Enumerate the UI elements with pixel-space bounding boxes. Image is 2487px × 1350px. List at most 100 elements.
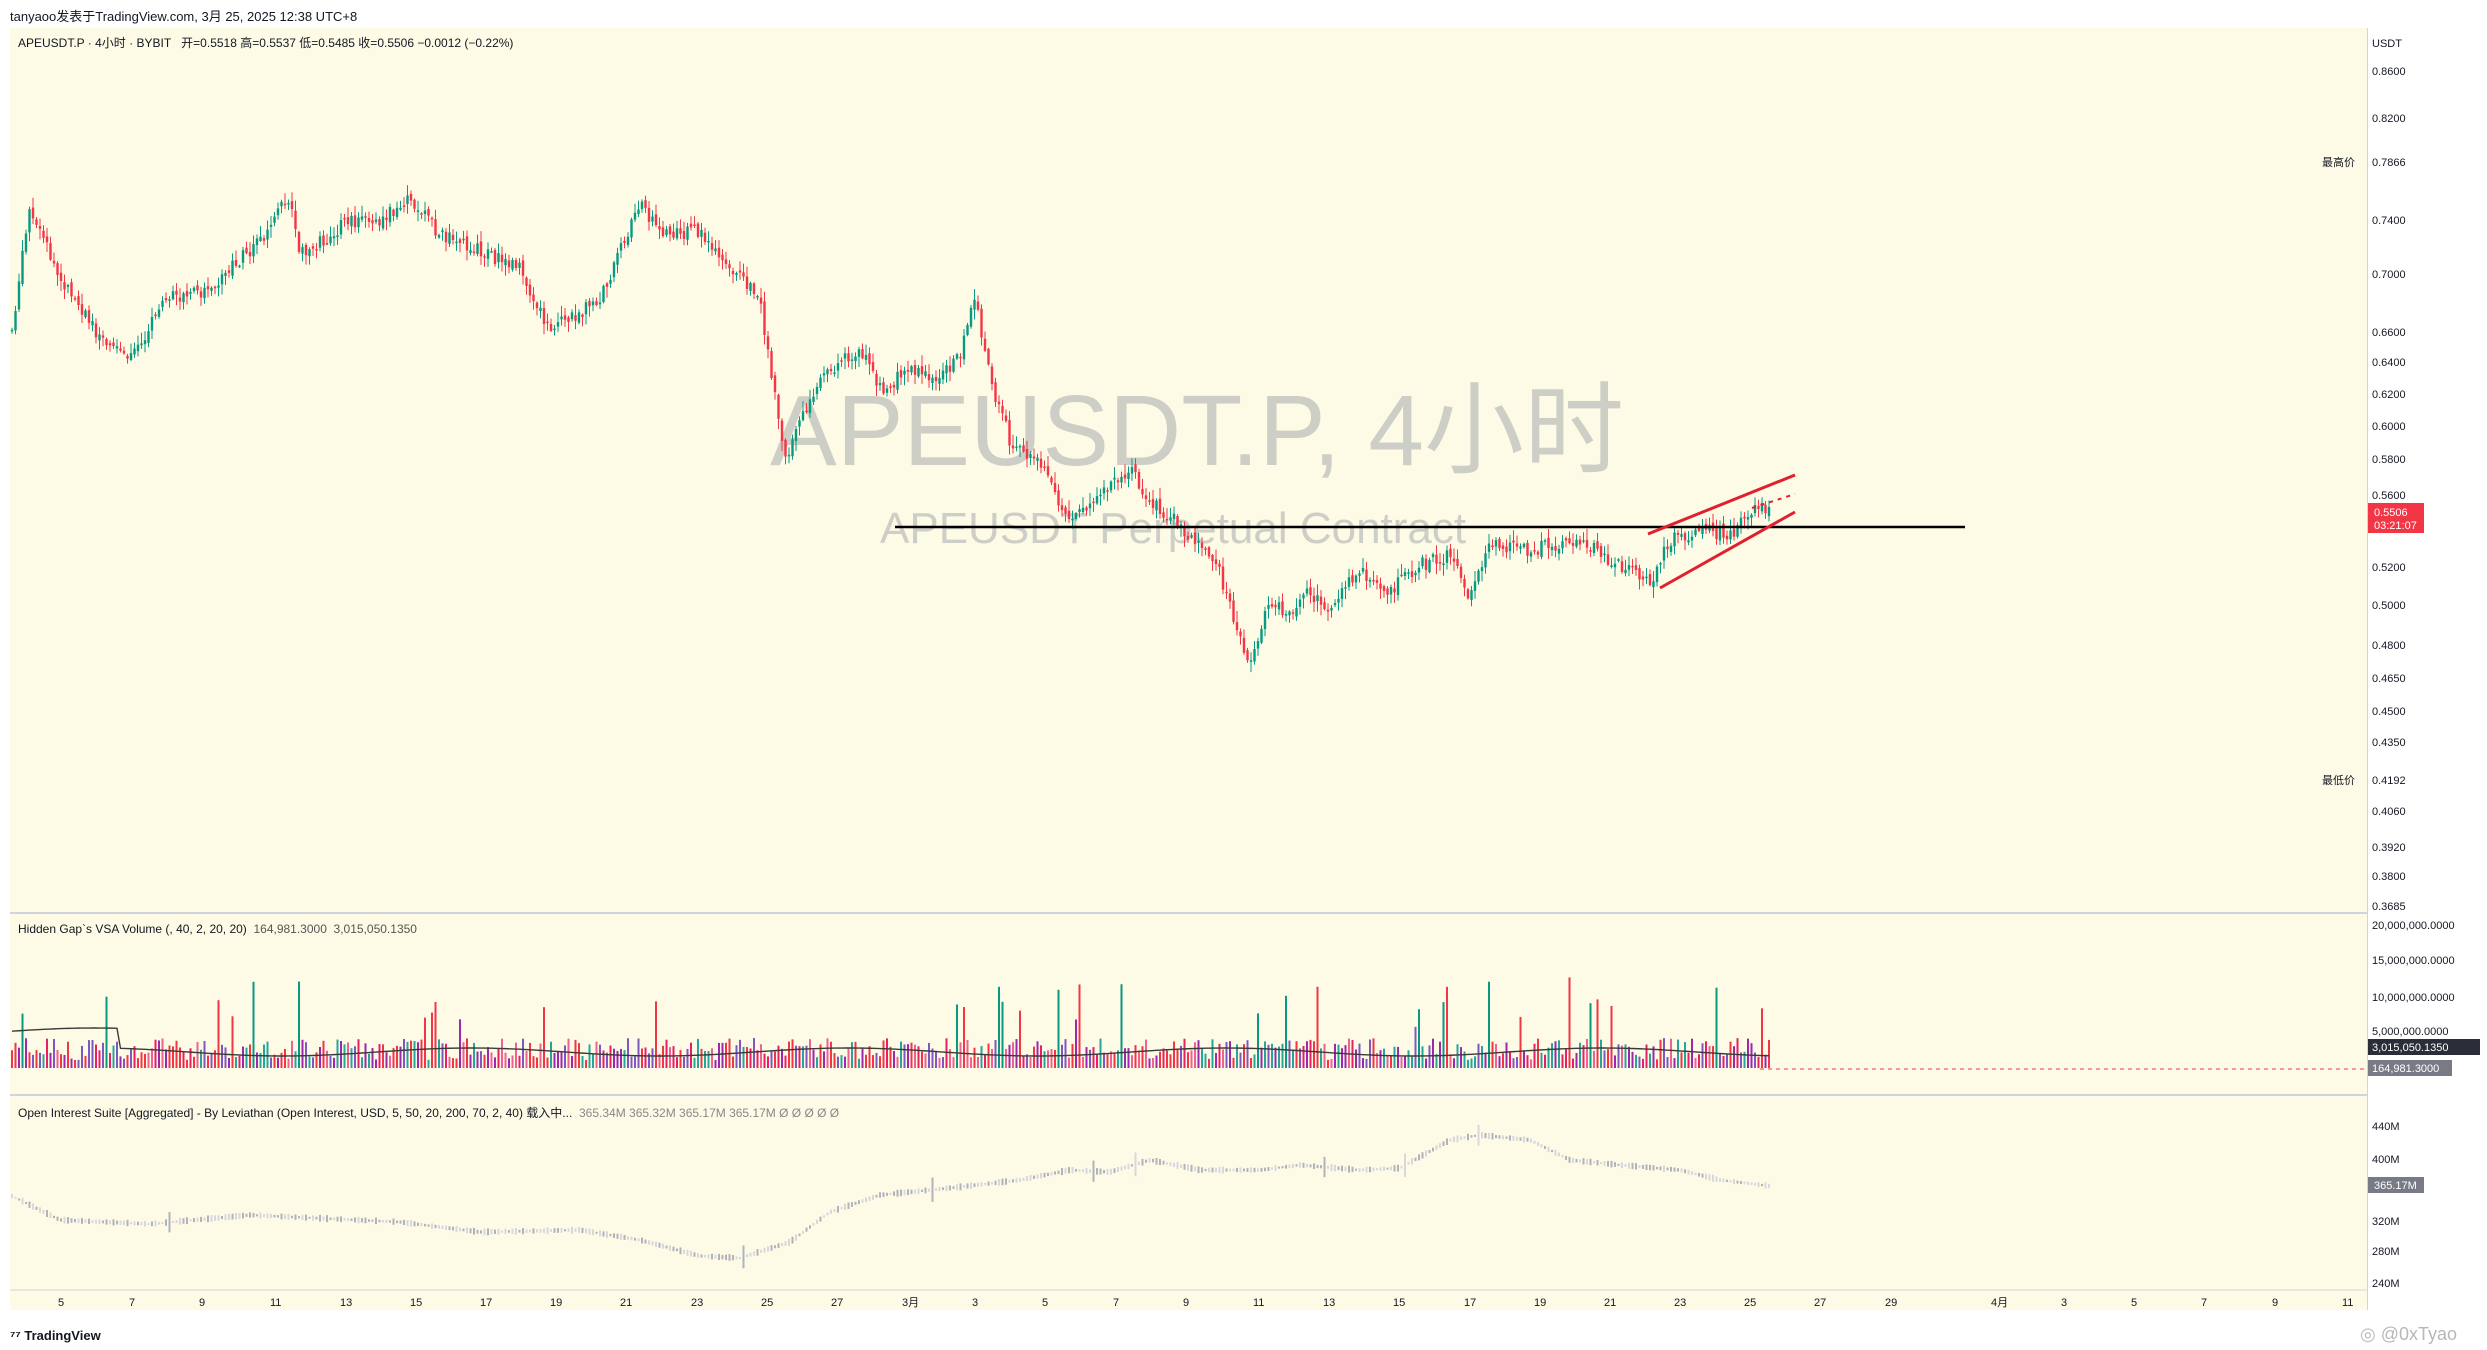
candle-body: [252, 244, 255, 257]
volume-bar: [81, 1045, 83, 1068]
candle-body: [465, 236, 469, 251]
oi-bar: [214, 1215, 216, 1221]
volume-bar: [742, 1046, 745, 1068]
volume-badge-top: [2368, 1039, 2480, 1055]
candle-body: [1270, 604, 1274, 607]
channel-upper-line[interactable]: [1647, 473, 1796, 536]
symbol-name[interactable]: APEUSDT.P · 4小时 · BYBIT: [18, 36, 172, 50]
channel-lower-line[interactable]: [1659, 510, 1796, 590]
candle-body: [311, 246, 315, 249]
volume-bar: [830, 1041, 832, 1068]
volume-bar: [84, 1055, 87, 1068]
volume-bar: [1600, 1039, 1602, 1068]
oi-bar: [1474, 1134, 1476, 1137]
volume-bar: [963, 1007, 965, 1068]
volume-bar: [1516, 1057, 1518, 1068]
candle-body: [763, 301, 766, 335]
volume-bar: [812, 1049, 815, 1068]
oi-bar: [130, 1222, 132, 1225]
candle-body: [794, 429, 798, 441]
candle-body: [1631, 565, 1634, 568]
volume-bar: [1155, 1055, 1158, 1068]
oi-bar: [1341, 1165, 1343, 1172]
candle-body: [1165, 518, 1169, 521]
candle-body: [129, 353, 133, 360]
oi-bar: [81, 1218, 83, 1224]
time-tick-label: 9: [2272, 1297, 2278, 1309]
candle-body: [1036, 457, 1039, 461]
oi-bar: [1677, 1168, 1679, 1172]
candle-body: [798, 420, 801, 427]
volume-bar: [1610, 1005, 1613, 1068]
volume-bar: [613, 1048, 615, 1068]
volume-bar: [1624, 1044, 1627, 1068]
candle-body: [283, 203, 287, 206]
candle-body: [661, 227, 665, 237]
volume-bar: [1183, 1038, 1186, 1068]
volume-bar: [739, 1039, 741, 1068]
volume-bar: [756, 1050, 759, 1068]
volume-bar: [1246, 1040, 1249, 1068]
time-tick-label: 11: [1253, 1297, 1264, 1309]
volume-bar: [1124, 1048, 1126, 1068]
candle-body: [1214, 559, 1218, 565]
oi-bar: [445, 1225, 447, 1230]
candle-body: [147, 331, 150, 343]
oi-bar: [1558, 1152, 1560, 1157]
volume-bar: [1036, 1041, 1039, 1068]
volume-indicator-legend[interactable]: Hidden Gap`s VSA Volume (, 40, 2, 20, 20…: [18, 922, 417, 936]
candle-body: [427, 208, 430, 216]
volume-bar: [574, 1039, 577, 1068]
oi-bar: [70, 1218, 73, 1223]
oi-bar: [140, 1221, 143, 1226]
price-axis-ticks: USDT 0.86000.82000.74000.70000.66000.640…: [2372, 38, 2406, 913]
volume-bar: [126, 1055, 129, 1068]
volume-bar: [1299, 1048, 1301, 1068]
volume-bar: [137, 1058, 139, 1068]
oi-bar: [1645, 1164, 1648, 1171]
candle-body: [1151, 499, 1155, 508]
oi-bar: [46, 1210, 48, 1217]
channel-mid-projection[interactable]: [1751, 493, 1796, 509]
oi-bar: [1033, 1175, 1035, 1179]
candle-body: [994, 382, 997, 402]
oi-bar: [1127, 1163, 1130, 1170]
volume-bar: [1292, 1049, 1294, 1068]
volume-bar: [959, 1042, 962, 1068]
chart-area[interactable]: [10, 28, 2367, 1310]
candle-body: [878, 383, 882, 386]
volume-bar: [893, 1050, 895, 1068]
volume-bar: [161, 1038, 164, 1068]
oi-bar: [441, 1225, 444, 1229]
oi-indicator-title[interactable]: Open Interest Suite [Aggregated] - By Le…: [18, 1106, 573, 1120]
oi-bar: [641, 1237, 643, 1244]
oi-bar: [602, 1231, 605, 1237]
price-axis[interactable]: [2367, 28, 2487, 1310]
oi-bar: [1320, 1165, 1322, 1169]
oi-indicator-legend[interactable]: Open Interest Suite [Aggregated] - By Le…: [18, 1104, 839, 1121]
volume-bar: [1607, 1049, 1609, 1068]
candle-body: [829, 368, 833, 372]
tradingview-logo[interactable]: ⁷⁷ TradingView: [10, 1328, 101, 1343]
oi-bar: [1264, 1167, 1266, 1172]
volume-bar: [455, 1058, 458, 1068]
candle-body: [507, 260, 511, 268]
symbol-legend[interactable]: APEUSDT.P · 4小时 · BYBIT 开=0.5518 高=0.553…: [18, 34, 513, 51]
volume-indicator-title[interactable]: Hidden Gap`s VSA Volume (, 40, 2, 20, 20…: [18, 922, 247, 936]
time-tick-label: 29: [1885, 1297, 1897, 1309]
volume-bar: [935, 1050, 937, 1068]
oi-bar: [1099, 1168, 1102, 1175]
candle-body: [868, 353, 871, 365]
oi-bar: [403, 1219, 405, 1226]
time-tick-label: 17: [1464, 1297, 1476, 1309]
time-tick-label: 3: [972, 1297, 978, 1309]
candle-body: [1627, 565, 1631, 570]
volume-bar: [1015, 1039, 1018, 1068]
candle-body: [385, 217, 388, 221]
candle-body: [437, 234, 441, 238]
candle-body: [1200, 542, 1204, 548]
oi-bar: [1764, 1182, 1767, 1189]
volume-bar: [277, 1057, 279, 1068]
volume-bar: [182, 1051, 185, 1068]
